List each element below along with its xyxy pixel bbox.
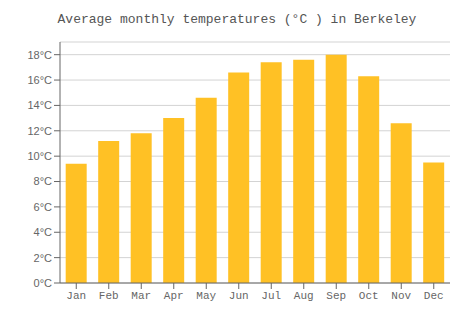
svg-text:2°C: 2°C [34, 252, 53, 264]
svg-text:Feb: Feb [99, 290, 119, 302]
svg-text:12°C: 12°C [27, 125, 52, 137]
svg-text:Sep: Sep [326, 290, 346, 302]
svg-text:Jun: Jun [229, 290, 249, 302]
html-text:Average monthly temperatures (: Average monthly temperatures (°C ) in Be… [57, 12, 417, 27]
svg-text:Oct: Oct [359, 290, 379, 302]
svg-text:4°C: 4°C [34, 226, 53, 238]
svg-text:18°C: 18°C [27, 49, 52, 61]
svg-text:14°C: 14°C [27, 99, 52, 111]
svg-text:Nov: Nov [391, 290, 411, 302]
svg-text:16°C: 16°C [27, 74, 52, 86]
svg-text:Jan: Jan [66, 290, 86, 302]
svg-text:Aug: Aug [294, 290, 314, 302]
svg-text:6°C: 6°C [34, 201, 53, 213]
svg-text:8°C: 8°C [34, 175, 53, 187]
svg-text:Apr: Apr [164, 290, 184, 302]
svg-text:Dec: Dec [424, 290, 444, 302]
svg-text:10°C: 10°C [27, 150, 52, 162]
svg-text:May: May [196, 290, 216, 302]
svg-text:0°C: 0°C [34, 277, 53, 289]
svg-text:Mar: Mar [131, 290, 151, 302]
svg-text:Jul: Jul [261, 290, 281, 302]
